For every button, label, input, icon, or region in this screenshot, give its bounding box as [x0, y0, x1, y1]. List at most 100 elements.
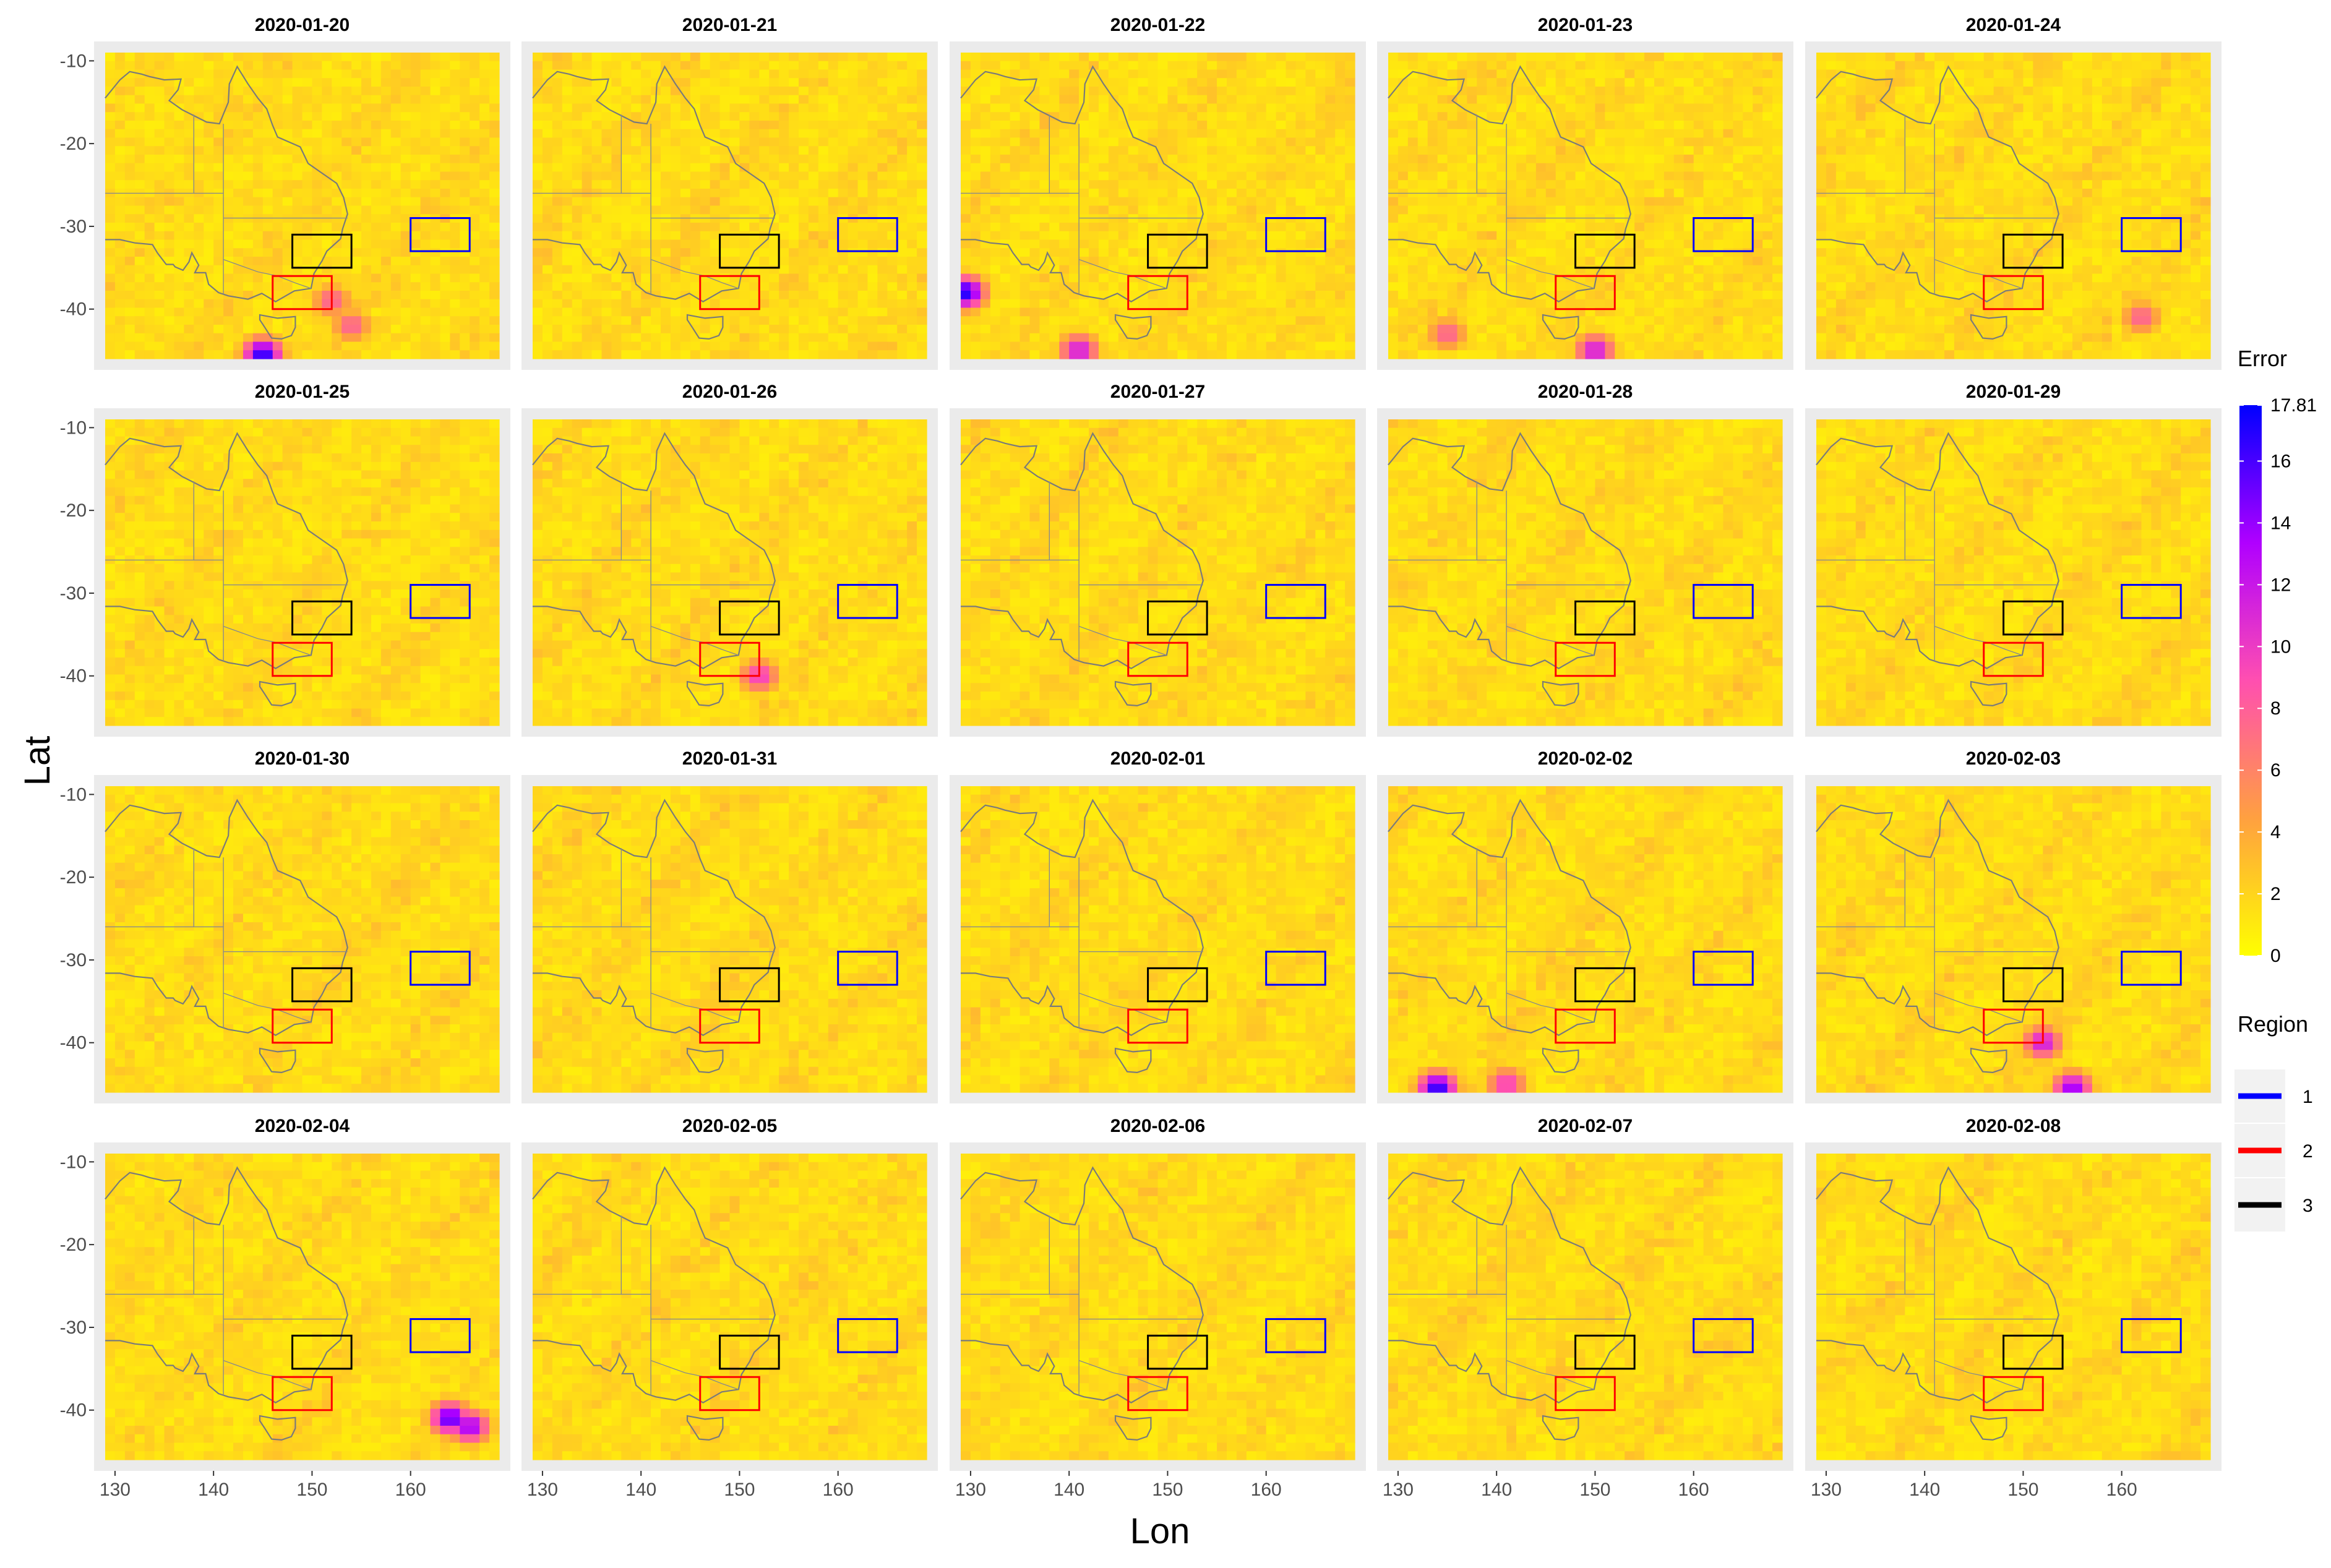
heatmap-cell [1128, 87, 1139, 96]
heatmap-cell [1266, 316, 1277, 325]
heatmap-cell [420, 197, 431, 207]
heatmap-cell [1167, 325, 1178, 334]
heatmap-cell [154, 282, 165, 291]
heatmap-cell [759, 223, 770, 232]
heatmap-cell [1187, 103, 1198, 113]
heatmap-cell [582, 333, 593, 343]
heatmap-cell [252, 325, 264, 334]
heatmap-cell [390, 299, 401, 309]
heatmap-cell [1138, 248, 1149, 257]
heatmap-cell [818, 223, 829, 232]
heatmap-cell [1236, 155, 1247, 164]
heatmap-cell [1427, 163, 1438, 173]
heatmap-cell [621, 171, 632, 181]
heatmap-cell [105, 146, 116, 155]
heatmap-cell [184, 103, 194, 113]
heatmap-cell [710, 189, 721, 198]
heatmap-cell [1487, 299, 1497, 309]
heatmap-cell [1487, 325, 1497, 334]
heatmap-cell [1457, 214, 1467, 223]
heatmap-cell [591, 180, 603, 189]
heatmap-cell [552, 155, 563, 164]
heatmap-cell [779, 69, 789, 79]
heatmap-cell [779, 78, 789, 87]
heatmap-cell [174, 171, 185, 181]
heatmap-cell [1256, 146, 1267, 155]
heatmap-cell [1295, 239, 1306, 249]
heatmap-cell [641, 265, 651, 275]
heatmap-cell [361, 180, 372, 189]
heatmap-cell [184, 78, 194, 87]
heatmap-cell [1447, 257, 1458, 266]
heatmap-cell [1506, 103, 1517, 113]
heatmap-cell [1516, 95, 1527, 105]
heatmap-cell [282, 325, 293, 334]
heatmap-cell [739, 205, 750, 215]
heatmap-cell [184, 155, 194, 164]
heatmap-cell [1148, 69, 1159, 79]
heatmap-cell [690, 325, 701, 334]
heatmap-cell [114, 333, 126, 343]
heatmap-cell [124, 53, 135, 62]
heatmap-cell [1516, 87, 1527, 96]
heatmap-cell [572, 265, 583, 275]
heatmap-cell [552, 265, 563, 275]
heatmap-cell [1555, 112, 1566, 121]
heatmap-cell [1157, 121, 1169, 130]
heatmap-cell [907, 341, 917, 351]
heatmap-cell [907, 265, 917, 275]
heatmap-cell [690, 121, 701, 130]
heatmap-cell [739, 325, 750, 334]
heatmap-cell [1397, 61, 1409, 71]
heatmap-cell [690, 239, 701, 249]
heatmap-cell [562, 121, 573, 130]
heatmap-cell [798, 273, 809, 283]
heatmap-cell [729, 163, 741, 173]
heatmap-cell [670, 248, 681, 257]
heatmap-cell [1417, 180, 1428, 189]
heatmap-cell [243, 282, 254, 291]
heatmap-cell [907, 273, 917, 283]
heatmap-cell [1236, 273, 1247, 283]
heatmap-cell [661, 341, 671, 351]
heatmap-cell [1335, 121, 1346, 130]
heatmap-cell [700, 180, 711, 189]
heatmap-cell [1496, 316, 1507, 325]
heatmap-cell [1266, 307, 1277, 317]
heatmap-cell [1437, 78, 1448, 87]
heatmap-cell [1526, 325, 1537, 334]
heatmap-cell [729, 95, 741, 105]
heatmap-cell [1197, 103, 1208, 113]
heatmap-cell [572, 282, 583, 291]
heatmap-cell [1246, 53, 1257, 62]
heatmap-cell [479, 214, 490, 223]
heatmap-cell [533, 341, 543, 351]
heatmap-cell [1407, 155, 1419, 164]
heatmap-cell [252, 299, 264, 309]
heatmap-cell [961, 291, 971, 300]
heatmap-cell [680, 257, 691, 266]
heatmap-cell [1256, 316, 1267, 325]
heatmap-cell [479, 205, 490, 215]
heatmap-cell [105, 307, 116, 317]
heatmap-cell [980, 223, 991, 232]
heatmap-cell [430, 180, 441, 189]
heatmap-cell [361, 350, 372, 359]
heatmap-cell [818, 291, 829, 300]
heatmap-cell [1010, 103, 1021, 113]
heatmap-cell [621, 87, 632, 96]
heatmap-cell [1197, 163, 1208, 173]
heatmap-cell [739, 214, 750, 223]
heatmap-cell [1305, 112, 1316, 121]
heatmap-cell [194, 103, 204, 113]
heatmap-cell [489, 121, 500, 130]
heatmap-cell [1487, 341, 1497, 351]
heatmap-cell [1545, 214, 1556, 223]
heatmap-cell [1000, 291, 1011, 300]
heatmap-cell [1256, 205, 1267, 215]
heatmap-cell [1397, 69, 1409, 79]
heatmap-cell [690, 78, 701, 87]
heatmap-cell [1256, 214, 1267, 223]
heatmap-cell [134, 197, 145, 207]
heatmap-cell [282, 121, 293, 130]
